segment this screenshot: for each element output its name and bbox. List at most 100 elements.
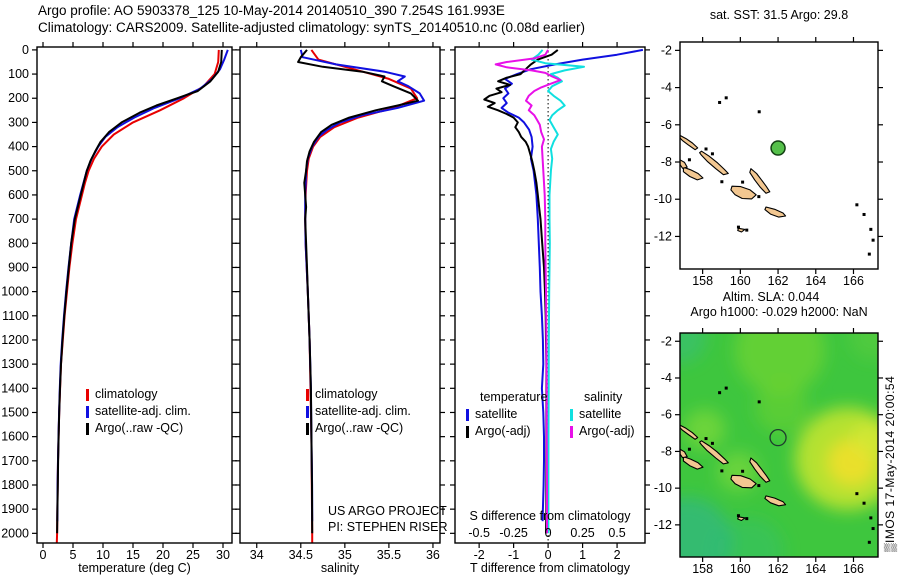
- series-black: [297, 49, 419, 534]
- sla-field: [680, 333, 878, 557]
- legend-label: climatology: [95, 387, 158, 401]
- svg-text:0: 0: [22, 43, 29, 57]
- axes-box: [36, 46, 233, 544]
- svg-text:158: 158: [692, 562, 713, 576]
- svg-text:100: 100: [8, 67, 29, 81]
- sst-map: 158 160 162 164 166 -2 -4 -6 -8 -10 -12: [654, 37, 883, 288]
- series-blue: [500, 48, 644, 522]
- legend-header: salinity: [584, 390, 623, 404]
- axes-box: [454, 46, 646, 544]
- svg-text:1400: 1400: [1, 381, 29, 395]
- legend-item: satellite: [570, 406, 635, 423]
- svg-text:-8: -8: [661, 155, 672, 169]
- svg-text:1000: 1000: [1, 285, 29, 299]
- legend-label: satellite-adj. clim.: [95, 404, 191, 418]
- svg-text:36: 36: [426, 548, 440, 562]
- svg-text:0: 0: [545, 548, 552, 562]
- map-frame: [679, 332, 879, 558]
- argo-position-marker: [770, 140, 786, 156]
- svg-text:-8: -8: [661, 444, 672, 458]
- svg-text:20: 20: [156, 548, 170, 562]
- legend-header: temperature: [480, 390, 548, 404]
- svg-text:25: 25: [186, 548, 200, 562]
- svg-text:160: 160: [730, 562, 751, 576]
- legend-label: satellite: [475, 407, 518, 421]
- t-satellite-swatch: [466, 408, 469, 421]
- argo-raw-swatch: [86, 422, 89, 435]
- legend-item: Argo(..raw -QC): [86, 420, 191, 437]
- series-red: [55, 49, 220, 544]
- svg-text:-0.5: -0.5: [468, 526, 490, 540]
- series-cyan: [530, 49, 585, 534]
- climatology-swatch: [86, 388, 89, 401]
- svg-text:34: 34: [250, 548, 264, 562]
- svg-text:0.25: 0.25: [570, 526, 594, 540]
- svg-text:-2: -2: [661, 334, 672, 348]
- svg-text:1100: 1100: [2, 309, 29, 323]
- svg-text:300: 300: [8, 115, 29, 129]
- x-axis-label-t-difference: T difference from climatology: [469, 561, 631, 575]
- legend-item: Argo(-adj): [466, 423, 547, 440]
- series-black: [56, 49, 223, 534]
- svg-text:160: 160: [730, 274, 751, 288]
- legend-item: satellite-adj. clim.: [306, 403, 411, 420]
- series-red: [304, 49, 419, 543]
- sla-note-argo-heights: Argo h1000: -0.029 h2000: NaN: [690, 305, 868, 319]
- map-frame: [679, 41, 879, 270]
- sla-note-altimetry: Altim. SLA: 0.044: [722, 290, 820, 304]
- legend-label: Argo(..raw -QC): [315, 421, 404, 435]
- svg-text:1900: 1900: [1, 502, 29, 516]
- svg-text:400: 400: [8, 140, 29, 154]
- svg-text:30: 30: [216, 548, 230, 562]
- legend-label: climatology: [315, 387, 378, 401]
- svg-text:200: 200: [8, 91, 29, 105]
- svg-text:-2: -2: [474, 548, 485, 562]
- legend-temperature: climatology satellite-adj. clim. Argo(..…: [86, 386, 191, 437]
- svg-text:-12: -12: [654, 518, 672, 532]
- svg-text:500: 500: [8, 164, 29, 178]
- svg-text:-10: -10: [654, 192, 672, 206]
- svg-text:0: 0: [545, 526, 552, 540]
- sst-map-title: sat. SST: 31.5 Argo: 29.8: [709, 8, 849, 22]
- argo-position-marker: [769, 429, 787, 447]
- legend-label: Argo(-adj): [475, 424, 531, 438]
- legend-item: Argo(-adj): [570, 423, 635, 440]
- t-argo-swatch: [466, 425, 469, 438]
- svg-text:10: 10: [96, 548, 110, 562]
- s-argo-swatch: [570, 425, 573, 438]
- svg-text:900: 900: [8, 260, 29, 274]
- svg-text:0.5: 0.5: [608, 526, 625, 540]
- legend-item: climatology: [86, 386, 191, 403]
- legend-item: satellite-adj. clim.: [86, 403, 191, 420]
- climatology-swatch: [306, 388, 309, 401]
- svg-text:1500: 1500: [1, 405, 29, 419]
- temperature-panel: 0 5 10 15 20 25 300100200300400500600700800900…: [1, 42, 237, 562]
- legend-label: Argo(..raw -QC): [95, 421, 184, 435]
- x-axis-label-salinity: salinity: [320, 561, 360, 575]
- legend-item: satellite: [466, 406, 547, 423]
- imos-credit: ▒IMOS 17-May-2014 20:00:54: [883, 375, 897, 552]
- svg-text:800: 800: [8, 236, 29, 250]
- difference-panel: -2 -1 0 1 2 -0.5 -0.25 0 0.25 0.5: [450, 42, 650, 562]
- svg-text:-2: -2: [661, 43, 672, 57]
- svg-text:700: 700: [8, 212, 29, 226]
- islands: [680, 386, 875, 544]
- svg-text:15: 15: [126, 548, 140, 562]
- header-line-1: Argo profile: AO 5903378_125 10-May-2014…: [38, 3, 505, 18]
- svg-text:166: 166: [843, 562, 864, 576]
- legend-diff-temperature: temperature satellite Argo(-adj): [466, 389, 547, 440]
- svg-text:-6: -6: [661, 118, 672, 132]
- svg-text:162: 162: [768, 562, 789, 576]
- svg-text:35.5: 35.5: [377, 548, 401, 562]
- series-blue: [299, 49, 426, 522]
- us-argo-project-note: US ARGO PROJECT PI: STEPHEN RISER: [328, 504, 447, 535]
- svg-text:164: 164: [805, 562, 826, 576]
- svg-text:-4: -4: [661, 81, 672, 95]
- svg-text:600: 600: [8, 188, 29, 202]
- svg-text:-12: -12: [654, 229, 672, 243]
- svg-text:-10: -10: [654, 481, 672, 495]
- svg-text:-4: -4: [661, 371, 672, 385]
- series-magenta: [494, 49, 562, 534]
- svg-text:1200: 1200: [1, 333, 29, 347]
